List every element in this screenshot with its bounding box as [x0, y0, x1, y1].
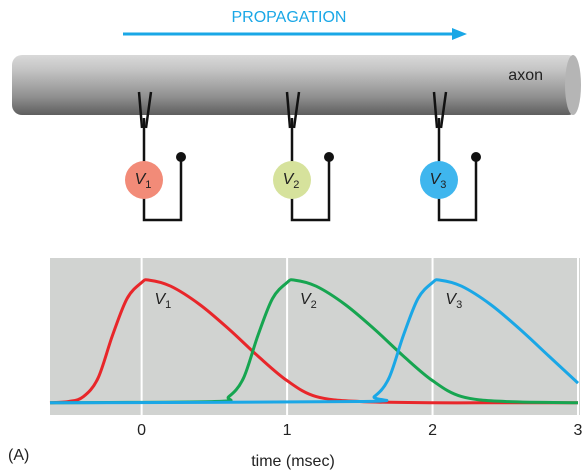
propagation-label: PROPAGATION [232, 9, 347, 26]
x-tick-label: 0 [137, 422, 146, 439]
subscript: 1 [145, 179, 151, 191]
axon-label: axon [508, 67, 543, 84]
subscript: 3 [456, 299, 462, 311]
subscript: 2 [293, 179, 299, 191]
x-tick-label: 2 [428, 422, 437, 439]
plot-area [50, 258, 580, 415]
axon-end [565, 55, 581, 115]
terminal [324, 152, 334, 162]
x-axis-label: time (msec) [251, 453, 335, 470]
subscript: 3 [440, 179, 446, 191]
panel-label: (A) [8, 447, 29, 464]
subscript: 1 [165, 299, 171, 311]
subscript: 2 [311, 299, 317, 311]
terminal [471, 152, 481, 162]
x-tick-label: 1 [283, 422, 292, 439]
axon [12, 55, 578, 115]
arrow-head [452, 28, 467, 40]
terminal [176, 152, 186, 162]
figure: PROPAGATION axon V1V2V3 0123time (msec)(… [0, 0, 585, 475]
x-tick-label: 3 [574, 422, 583, 439]
